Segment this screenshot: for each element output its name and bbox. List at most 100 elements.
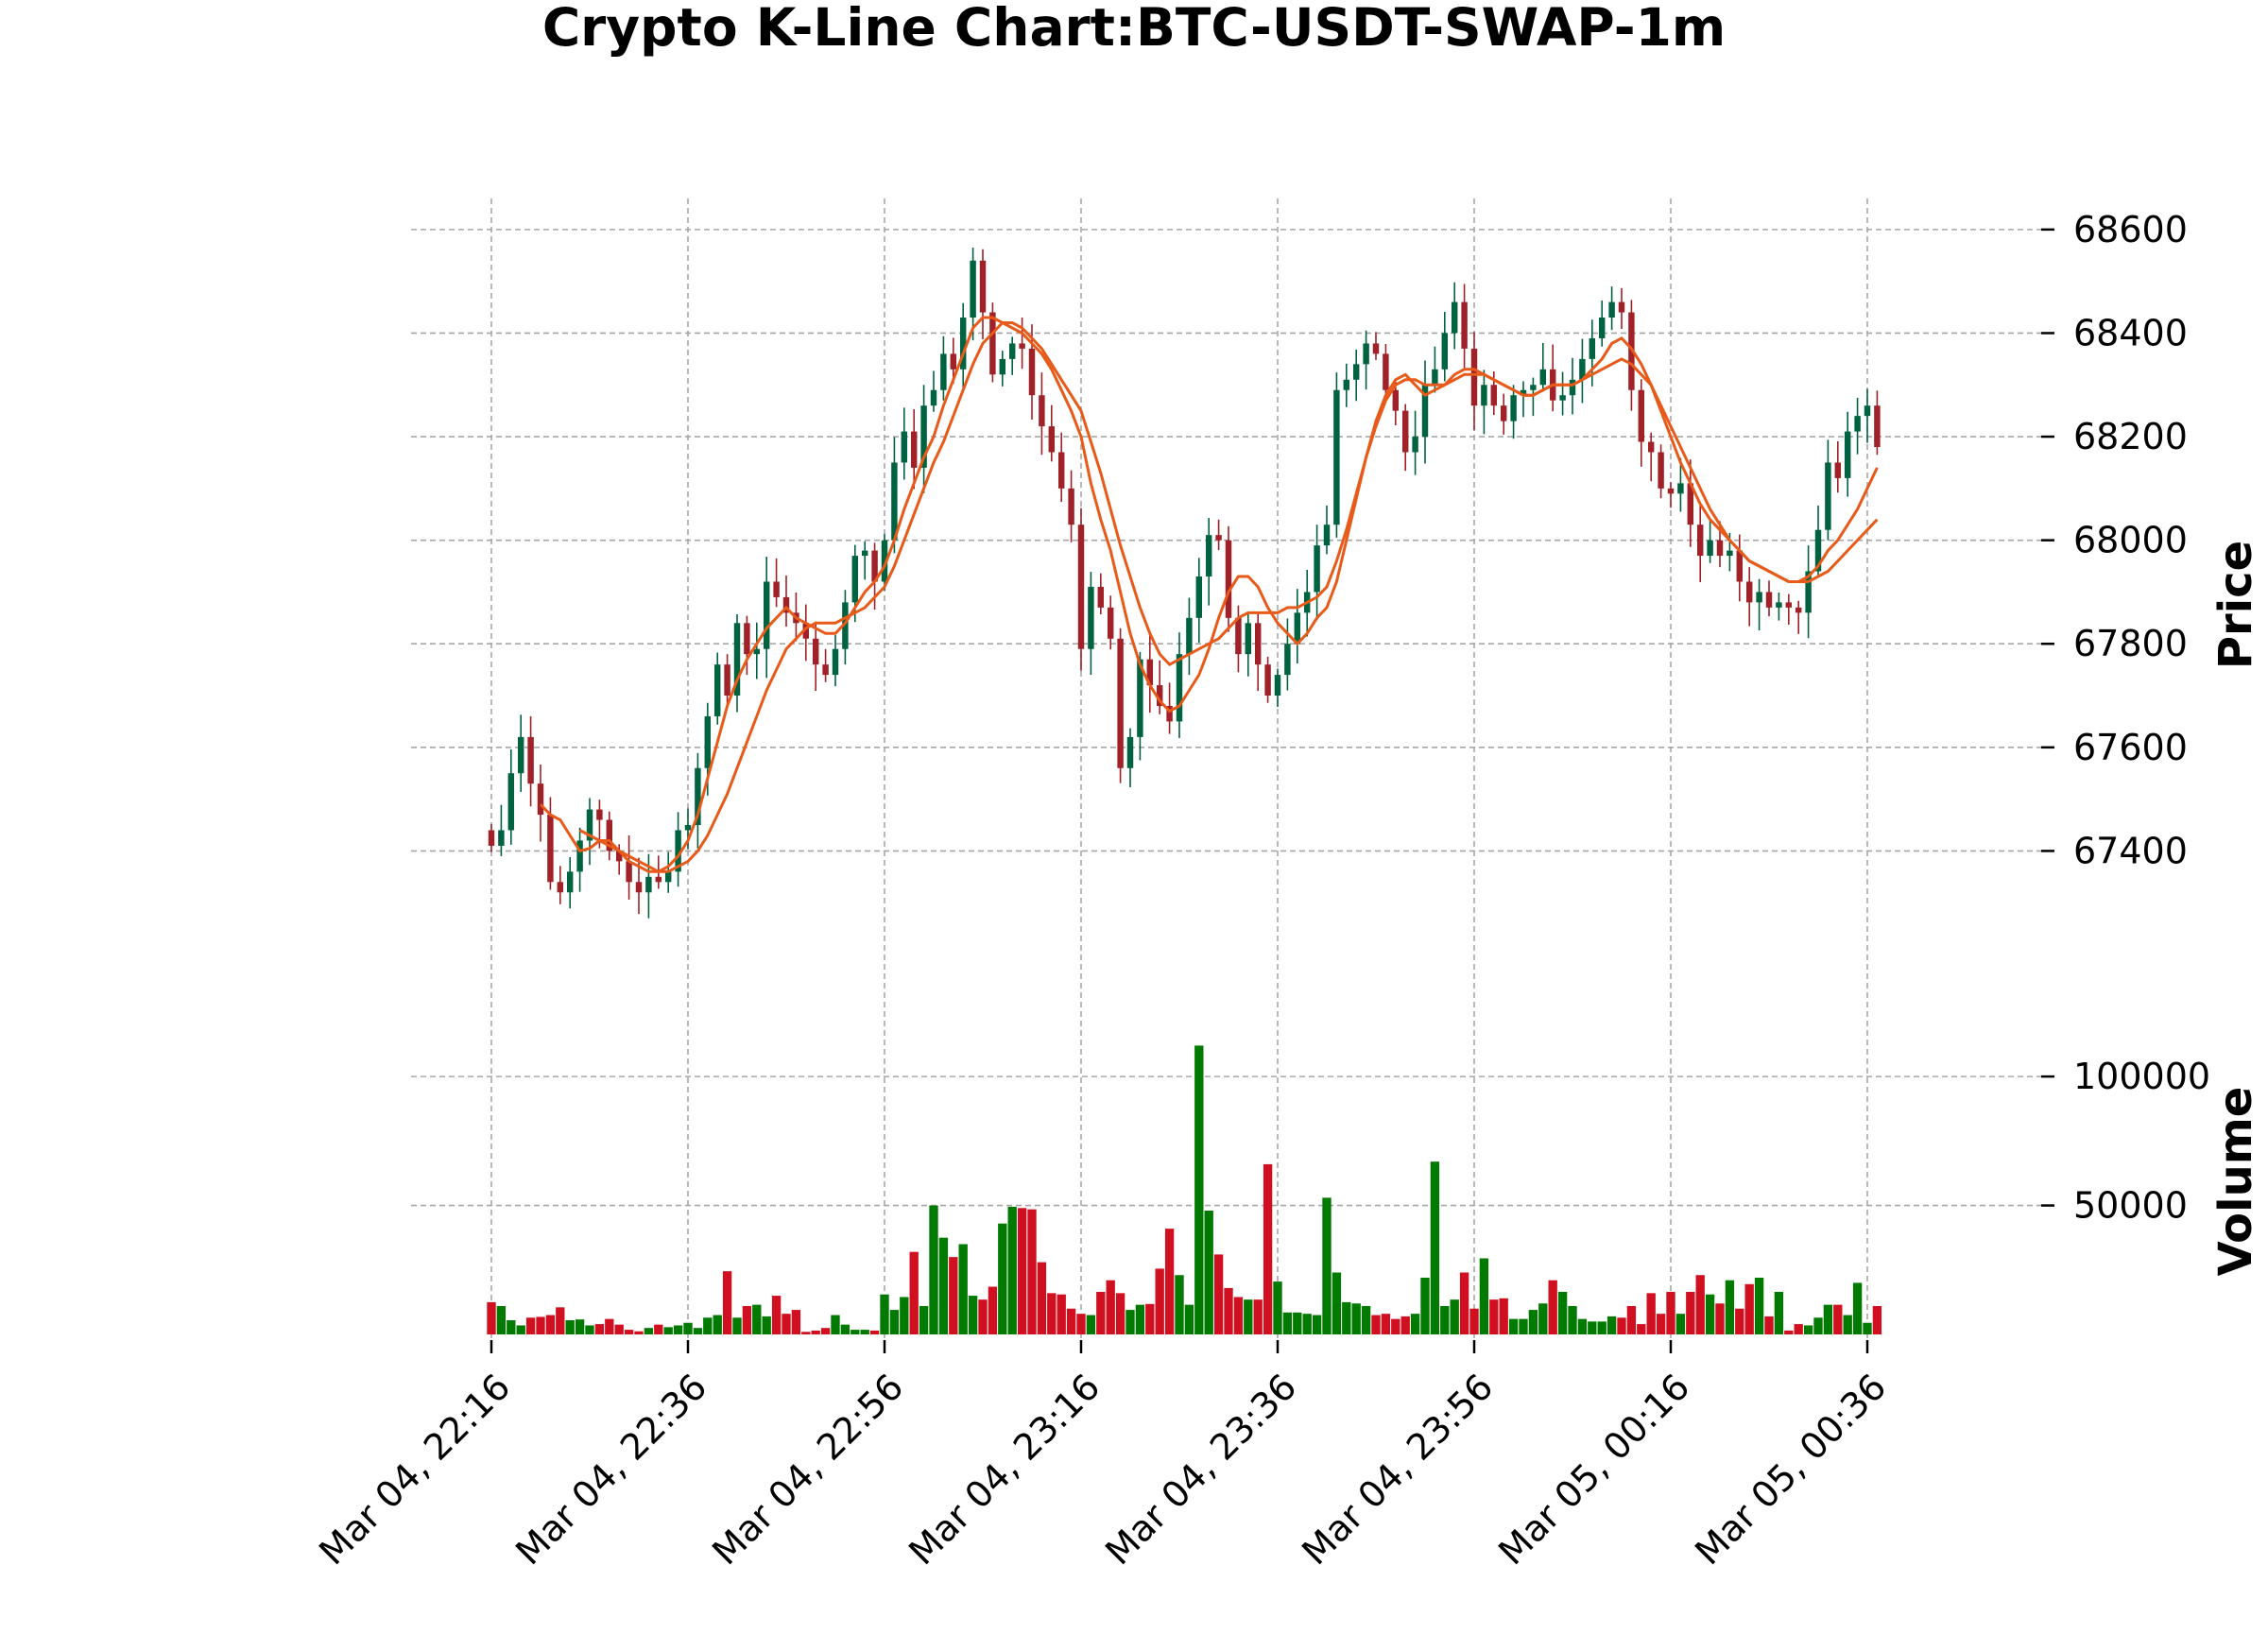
volume-bar bbox=[1135, 1304, 1145, 1334]
volume-bar bbox=[1106, 1280, 1115, 1334]
volume-bar bbox=[929, 1205, 938, 1334]
volume-bar bbox=[1794, 1324, 1803, 1334]
volume-bar bbox=[1233, 1297, 1244, 1334]
volume-bar bbox=[1519, 1318, 1528, 1334]
grid-layer bbox=[411, 198, 2041, 1340]
candle-body bbox=[881, 540, 888, 582]
candle-body bbox=[1019, 343, 1025, 349]
candle-body bbox=[1785, 602, 1793, 608]
volume-bar bbox=[1557, 1291, 1568, 1334]
candle-body bbox=[1834, 462, 1842, 478]
candle-body bbox=[1667, 488, 1675, 494]
candle-body bbox=[1215, 535, 1222, 541]
candle-body bbox=[1844, 431, 1851, 478]
candle-body bbox=[999, 358, 1006, 375]
volume-bar bbox=[1037, 1262, 1047, 1334]
volume-bar bbox=[487, 1301, 496, 1334]
volume-bar bbox=[1253, 1299, 1263, 1334]
volume-bar bbox=[585, 1325, 594, 1334]
candle-body bbox=[517, 736, 524, 774]
candle-body bbox=[1057, 452, 1065, 489]
volume-bar bbox=[565, 1319, 575, 1334]
candle-body bbox=[675, 830, 681, 872]
volume-bar bbox=[1637, 1324, 1646, 1334]
candle-body bbox=[910, 431, 918, 468]
volume-bar bbox=[1293, 1312, 1302, 1334]
volume-bar bbox=[545, 1315, 556, 1334]
candle-body bbox=[626, 861, 632, 883]
candle-body bbox=[1039, 395, 1045, 427]
volume-bar bbox=[1175, 1275, 1184, 1334]
candle-body bbox=[664, 871, 672, 883]
x-tick-label: Mar 05, 00:16 bbox=[1490, 1366, 1697, 1573]
candle-body bbox=[1117, 638, 1124, 768]
volume-bar bbox=[693, 1328, 703, 1334]
volume-bar bbox=[1597, 1321, 1606, 1334]
volume-bar bbox=[1863, 1322, 1872, 1334]
candle-body bbox=[1677, 483, 1684, 494]
volume-bar bbox=[703, 1317, 713, 1334]
volume-bar bbox=[1528, 1310, 1538, 1334]
volume-bar bbox=[968, 1296, 978, 1334]
volume-bar bbox=[791, 1310, 801, 1334]
volume-bar bbox=[1282, 1312, 1293, 1334]
candle-body bbox=[979, 260, 987, 313]
candle-body bbox=[1372, 343, 1380, 354]
candle-body bbox=[1451, 301, 1458, 334]
volume-bar bbox=[938, 1237, 949, 1334]
volume-bar bbox=[654, 1324, 663, 1334]
candle-body bbox=[812, 638, 819, 665]
candle-body bbox=[1814, 529, 1822, 572]
candle-body bbox=[861, 550, 868, 557]
volume-bar bbox=[1312, 1315, 1322, 1334]
volume-bar bbox=[1047, 1293, 1057, 1334]
volume-bar bbox=[1588, 1321, 1597, 1334]
candle-body bbox=[1520, 389, 1527, 396]
price-tick-label: 67800 bbox=[2073, 623, 2188, 664]
volume-bar bbox=[1213, 1254, 1224, 1334]
candle-body bbox=[1156, 685, 1163, 706]
candle-body bbox=[842, 602, 849, 649]
volume-bar bbox=[1244, 1299, 1253, 1334]
volume-tick-label: 100000 bbox=[2073, 1056, 2210, 1097]
candle-body bbox=[695, 767, 701, 826]
candle-body bbox=[1352, 364, 1360, 380]
candle-body bbox=[488, 830, 495, 846]
volume-bar bbox=[762, 1316, 771, 1334]
candle-body bbox=[1235, 617, 1242, 655]
price-tick-label: 68200 bbox=[2073, 416, 2188, 457]
candle-body bbox=[782, 596, 790, 613]
volume-bar bbox=[1469, 1308, 1479, 1334]
volume-bar bbox=[1145, 1303, 1155, 1334]
candle-body bbox=[1205, 535, 1212, 576]
candle-body bbox=[655, 876, 662, 883]
volume-bar bbox=[1342, 1301, 1351, 1334]
candle-body bbox=[1490, 385, 1498, 406]
volume-bar bbox=[831, 1315, 840, 1334]
candle-body bbox=[1559, 395, 1566, 401]
candle-body bbox=[1068, 488, 1074, 525]
volume-bar bbox=[889, 1310, 900, 1334]
volume-bar bbox=[1351, 1303, 1361, 1334]
candle-body bbox=[586, 809, 593, 841]
volume-bar bbox=[1489, 1299, 1499, 1334]
volume-bar bbox=[978, 1299, 988, 1334]
volume-bar bbox=[1508, 1318, 1519, 1334]
candle-body bbox=[1077, 525, 1085, 649]
candle-body bbox=[970, 260, 976, 318]
candle-body bbox=[1696, 525, 1704, 557]
x-tick-label: Mar 04, 22:36 bbox=[507, 1366, 714, 1573]
volume-bar bbox=[575, 1319, 585, 1334]
volume-bar bbox=[1499, 1298, 1508, 1334]
candle-body bbox=[596, 809, 603, 820]
candle-body bbox=[1314, 545, 1320, 593]
volume-bar bbox=[1479, 1258, 1489, 1334]
candle-body bbox=[1363, 343, 1369, 365]
volume-bar bbox=[1017, 1208, 1027, 1334]
candle-body bbox=[527, 736, 534, 784]
candle-body bbox=[1284, 644, 1291, 676]
volume-bar bbox=[1440, 1305, 1450, 1334]
candle-body bbox=[576, 840, 583, 872]
